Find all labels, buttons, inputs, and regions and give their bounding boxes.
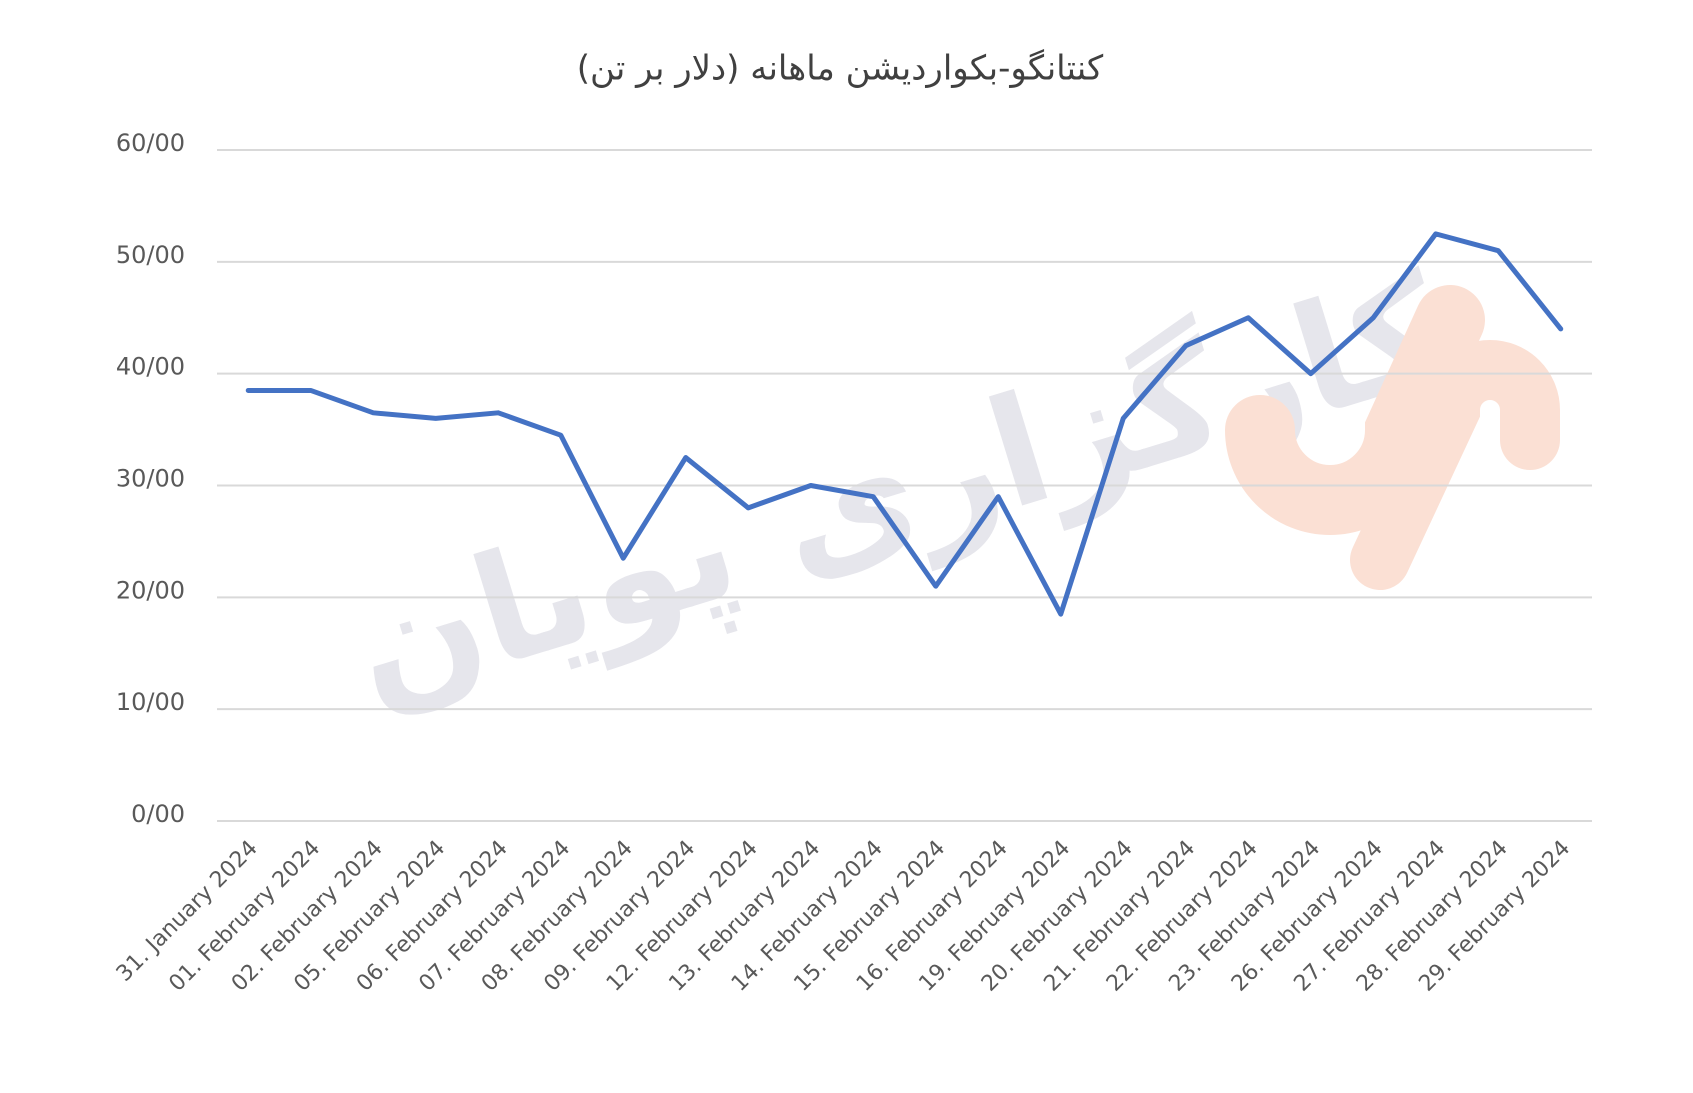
y-tick-label: 40/00 bbox=[116, 353, 185, 381]
chart-title: کنتانگو-بکواردیشن ماهانه (دلار بر تن) bbox=[577, 49, 1104, 89]
y-tick-label: 30/00 bbox=[116, 465, 185, 493]
y-tick-label: 10/00 bbox=[116, 688, 185, 716]
logo-shape bbox=[1225, 285, 1485, 535]
y-tick-label: 0/00 bbox=[131, 800, 185, 828]
y-tick-label: 20/00 bbox=[116, 576, 185, 604]
data-line bbox=[245, 231, 1564, 617]
watermark-logo bbox=[1225, 285, 1560, 590]
y-tick-label: 50/00 bbox=[116, 241, 185, 269]
logo-shape bbox=[1350, 340, 1560, 590]
y-tick-label: 60/00 bbox=[116, 129, 185, 157]
